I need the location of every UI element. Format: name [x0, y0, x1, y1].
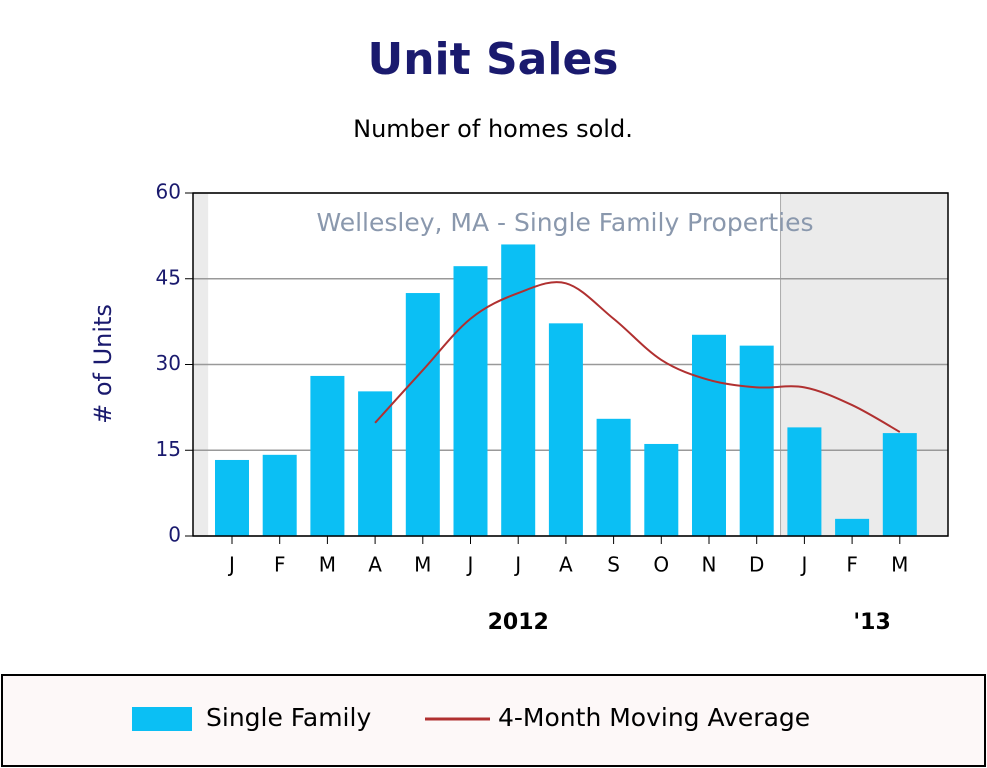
bar	[453, 266, 488, 536]
bar	[310, 375, 345, 536]
x-tick-label: J	[513, 553, 521, 577]
x-tick-label: F	[846, 553, 858, 577]
x-tick-label: M	[414, 553, 431, 577]
x-tick-label: A	[368, 553, 382, 577]
x-tick-label: J	[227, 553, 235, 577]
legend-label: Single Family	[206, 703, 371, 732]
y-tick-label: 15	[156, 437, 181, 461]
bar	[215, 459, 249, 536]
y-axis-label: # of Units	[89, 304, 117, 424]
x-tick-label: M	[319, 553, 336, 577]
bar	[262, 454, 297, 536]
x-tick-label: J	[799, 553, 807, 577]
bar	[882, 433, 917, 536]
x-tick-label: O	[653, 553, 669, 577]
x-tick-label: S	[607, 553, 620, 577]
bar	[358, 391, 393, 536]
chart-subtitle: Number of homes sold.	[353, 115, 633, 143]
bar	[596, 418, 631, 536]
bar	[405, 293, 440, 536]
y-tick-label: 30	[156, 351, 181, 375]
plot-frame	[192, 192, 949, 537]
x-group-label: 2012	[488, 610, 549, 635]
x-group-label: '13	[853, 610, 890, 635]
y-tick-label: 60	[156, 180, 181, 204]
y-tick-label: 45	[156, 265, 181, 289]
x-tick-label: F	[274, 553, 286, 577]
annotation: Wellesley, MA - Single Family Properties	[316, 208, 813, 237]
bar	[692, 334, 726, 536]
bar	[739, 345, 774, 536]
legend-label: 4-Month Moving Average	[498, 703, 810, 732]
x-tick-label: A	[559, 553, 573, 577]
moving-average-line	[374, 281, 901, 433]
bar	[835, 518, 870, 536]
x-tick-label: N	[702, 553, 717, 577]
x-tick-label: M	[891, 553, 908, 577]
x-tick-label: J	[466, 553, 474, 577]
x-tick-label: D	[749, 553, 764, 577]
legend-swatch	[132, 707, 192, 731]
chart-title: Unit Sales	[368, 34, 619, 85]
bar	[787, 427, 822, 536]
bar	[644, 443, 679, 536]
bar	[548, 323, 583, 536]
y-tick-label: 0	[168, 523, 181, 547]
